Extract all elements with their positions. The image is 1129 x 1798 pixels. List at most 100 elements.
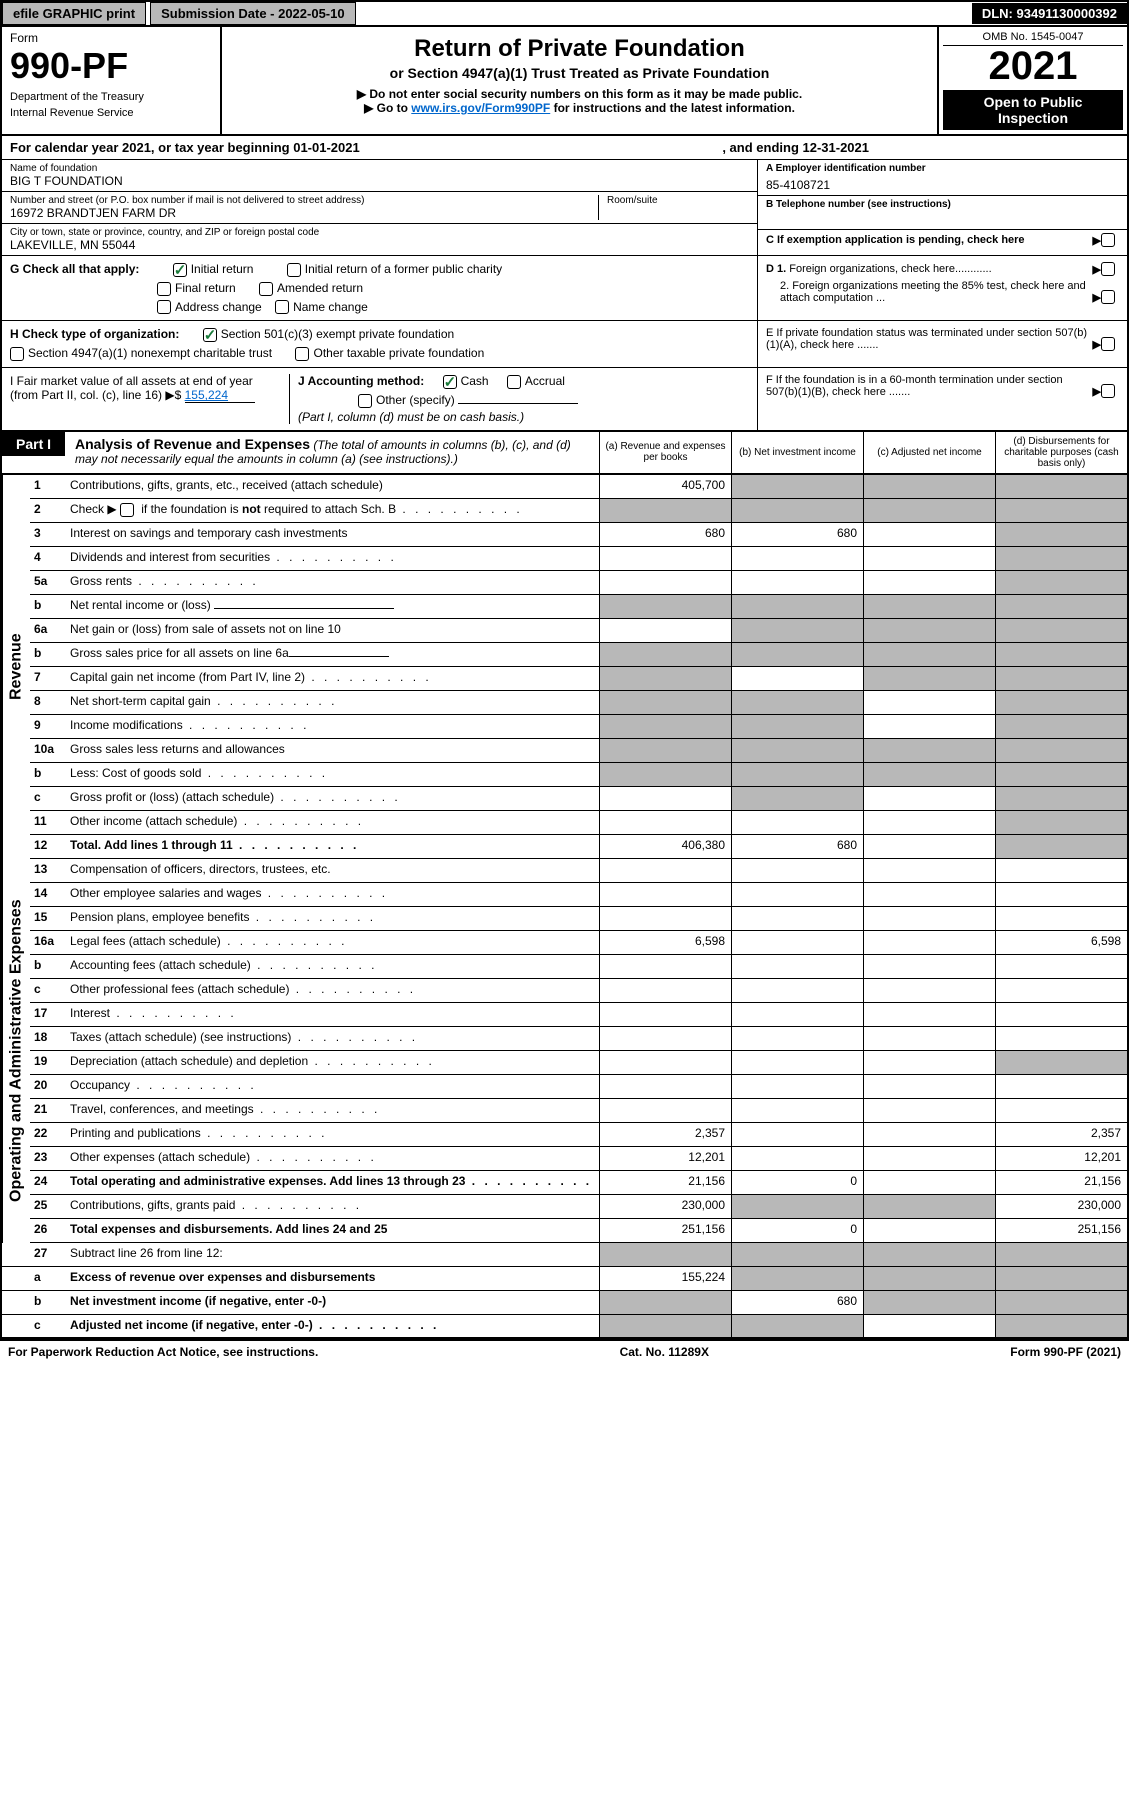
row-desc: Total. Add lines 1 through 11 bbox=[66, 835, 599, 858]
cell-c bbox=[863, 1075, 995, 1098]
cell-a bbox=[599, 1003, 731, 1026]
cell-a: 230,000 bbox=[599, 1195, 731, 1218]
cell-d bbox=[995, 571, 1127, 594]
form-label: Form bbox=[10, 31, 212, 45]
cell-d: 6,598 bbox=[995, 931, 1127, 954]
cell-a: 2,357 bbox=[599, 1123, 731, 1146]
cell-a bbox=[599, 859, 731, 882]
exemption-pending-row: C If exemption application is pending, c… bbox=[758, 230, 1127, 250]
cell-c bbox=[863, 1051, 995, 1074]
initial-return-checkbox[interactable] bbox=[173, 263, 187, 277]
table-row: 22Printing and publications2,3572,357 bbox=[30, 1123, 1127, 1147]
foundation-name-label: Name of foundation bbox=[10, 163, 749, 174]
section-d: D 1. D 1. Foreign organizations, check h… bbox=[757, 256, 1127, 320]
cell-d bbox=[995, 1027, 1127, 1050]
cell-b bbox=[731, 595, 863, 618]
cell-d bbox=[995, 715, 1127, 738]
row-desc: Income modifications bbox=[66, 715, 599, 738]
cell-b bbox=[731, 787, 863, 810]
address-value: 16972 BRANDTJEN FARM DR bbox=[10, 206, 590, 220]
f-checkbox[interactable] bbox=[1101, 384, 1115, 398]
cell-a: 12,201 bbox=[599, 1147, 731, 1170]
j-other-checkbox[interactable] bbox=[358, 394, 372, 408]
h-501c3-label: Section 501(c)(3) exempt private foundat… bbox=[221, 327, 454, 341]
cell-d bbox=[995, 523, 1127, 546]
section-g: G Check all that apply: Initial return I… bbox=[2, 256, 757, 320]
cell-a bbox=[599, 1291, 731, 1314]
cell-a bbox=[599, 1075, 731, 1098]
table-row: 18Taxes (attach schedule) (see instructi… bbox=[30, 1027, 1127, 1051]
page-footer: For Paperwork Reduction Act Notice, see … bbox=[0, 1341, 1129, 1363]
row-desc: Other employee salaries and wages bbox=[66, 883, 599, 906]
cell-d bbox=[995, 787, 1127, 810]
h-501c3-checkbox[interactable] bbox=[203, 328, 217, 342]
table-row: 6aNet gain or (loss) from sale of assets… bbox=[30, 619, 1127, 643]
sch-b-checkbox[interactable] bbox=[120, 503, 134, 517]
cell-d: 251,156 bbox=[995, 1219, 1127, 1242]
d1-checkbox[interactable] bbox=[1101, 262, 1115, 276]
ein-label: A Employer identification number bbox=[766, 163, 1119, 174]
open-public-line1: Open to Public bbox=[947, 94, 1119, 110]
instr-goto-pre: ▶ Go to bbox=[364, 101, 411, 115]
part1-title: Analysis of Revenue and Expenses (The to… bbox=[65, 432, 599, 470]
header-center: Return of Private Foundation or Section … bbox=[222, 27, 937, 134]
row-num: 1 bbox=[30, 475, 66, 498]
fmv-value[interactable]: 155,224 bbox=[185, 388, 255, 403]
f-label: F If the foundation is in a 60-month ter… bbox=[766, 374, 1093, 398]
j-note: (Part I, column (d) must be on cash basi… bbox=[298, 410, 749, 424]
row-num: 18 bbox=[30, 1027, 66, 1050]
row-num: b bbox=[30, 955, 66, 978]
footer-left: For Paperwork Reduction Act Notice, see … bbox=[8, 1345, 318, 1359]
d2-checkbox[interactable] bbox=[1101, 290, 1115, 304]
cell-b: 680 bbox=[731, 835, 863, 858]
cell-d bbox=[995, 763, 1127, 786]
j-accrual-checkbox[interactable] bbox=[507, 375, 521, 389]
j-cash-checkbox[interactable] bbox=[443, 375, 457, 389]
instructions-link[interactable]: www.irs.gov/Form990PF bbox=[411, 101, 550, 115]
h-4947-checkbox[interactable] bbox=[10, 347, 24, 361]
city-label: City or town, state or province, country… bbox=[10, 227, 749, 238]
cell-b bbox=[731, 1147, 863, 1170]
cell-c bbox=[863, 1291, 995, 1314]
row-desc: Other expenses (attach schedule) bbox=[66, 1147, 599, 1170]
cell-b bbox=[731, 1027, 863, 1050]
entity-block: Name of foundation BIG T FOUNDATION Numb… bbox=[2, 160, 1127, 256]
cell-d bbox=[995, 619, 1127, 642]
cell-b bbox=[731, 547, 863, 570]
cell-c bbox=[863, 547, 995, 570]
table-row: bGross sales price for all assets on lin… bbox=[30, 643, 1127, 667]
cell-a bbox=[599, 979, 731, 1002]
h-other-taxable-checkbox[interactable] bbox=[295, 347, 309, 361]
efile-button[interactable]: efile GRAPHIC print bbox=[2, 2, 146, 25]
cell-b bbox=[731, 1267, 863, 1290]
row-num: 8 bbox=[30, 691, 66, 714]
address-change-checkbox[interactable] bbox=[157, 300, 171, 314]
table-row: aExcess of revenue over expenses and dis… bbox=[2, 1267, 1127, 1291]
check-section-ijf: I Fair market value of all assets at end… bbox=[2, 368, 1127, 432]
final-return-checkbox[interactable] bbox=[157, 282, 171, 296]
row-desc: Pension plans, employee benefits bbox=[66, 907, 599, 930]
name-change-checkbox[interactable] bbox=[275, 300, 289, 314]
cell-d bbox=[995, 1291, 1127, 1314]
col-b-header: (b) Net investment income bbox=[731, 432, 863, 473]
row-desc: Contributions, gifts, grants, etc., rece… bbox=[66, 475, 599, 498]
amended-return-checkbox[interactable] bbox=[259, 282, 273, 296]
table-row: 15Pension plans, employee benefits bbox=[30, 907, 1127, 931]
row-num: 9 bbox=[30, 715, 66, 738]
cell-d bbox=[995, 979, 1127, 1002]
cell-b bbox=[731, 1195, 863, 1218]
row-desc: Occupancy bbox=[66, 1075, 599, 1098]
initial-return-label: Initial return bbox=[191, 262, 254, 276]
form-container: Form 990-PF Department of the Treasury I… bbox=[0, 27, 1129, 1341]
submission-date-button[interactable]: Submission Date - 2022-05-10 bbox=[150, 2, 356, 25]
table-row: 25Contributions, gifts, grants paid230,0… bbox=[30, 1195, 1127, 1219]
row-num: 23 bbox=[30, 1147, 66, 1170]
exemption-pending-checkbox[interactable] bbox=[1101, 233, 1115, 247]
cell-b bbox=[731, 475, 863, 498]
table-row: 12Total. Add lines 1 through 11406,38068… bbox=[30, 835, 1127, 859]
address-row: Number and street (or P.O. box number if… bbox=[2, 192, 757, 224]
arrow-icon: ▶ bbox=[1093, 291, 1101, 304]
initial-former-checkbox[interactable] bbox=[287, 263, 301, 277]
cell-c bbox=[863, 1099, 995, 1122]
e-checkbox[interactable] bbox=[1101, 337, 1115, 351]
